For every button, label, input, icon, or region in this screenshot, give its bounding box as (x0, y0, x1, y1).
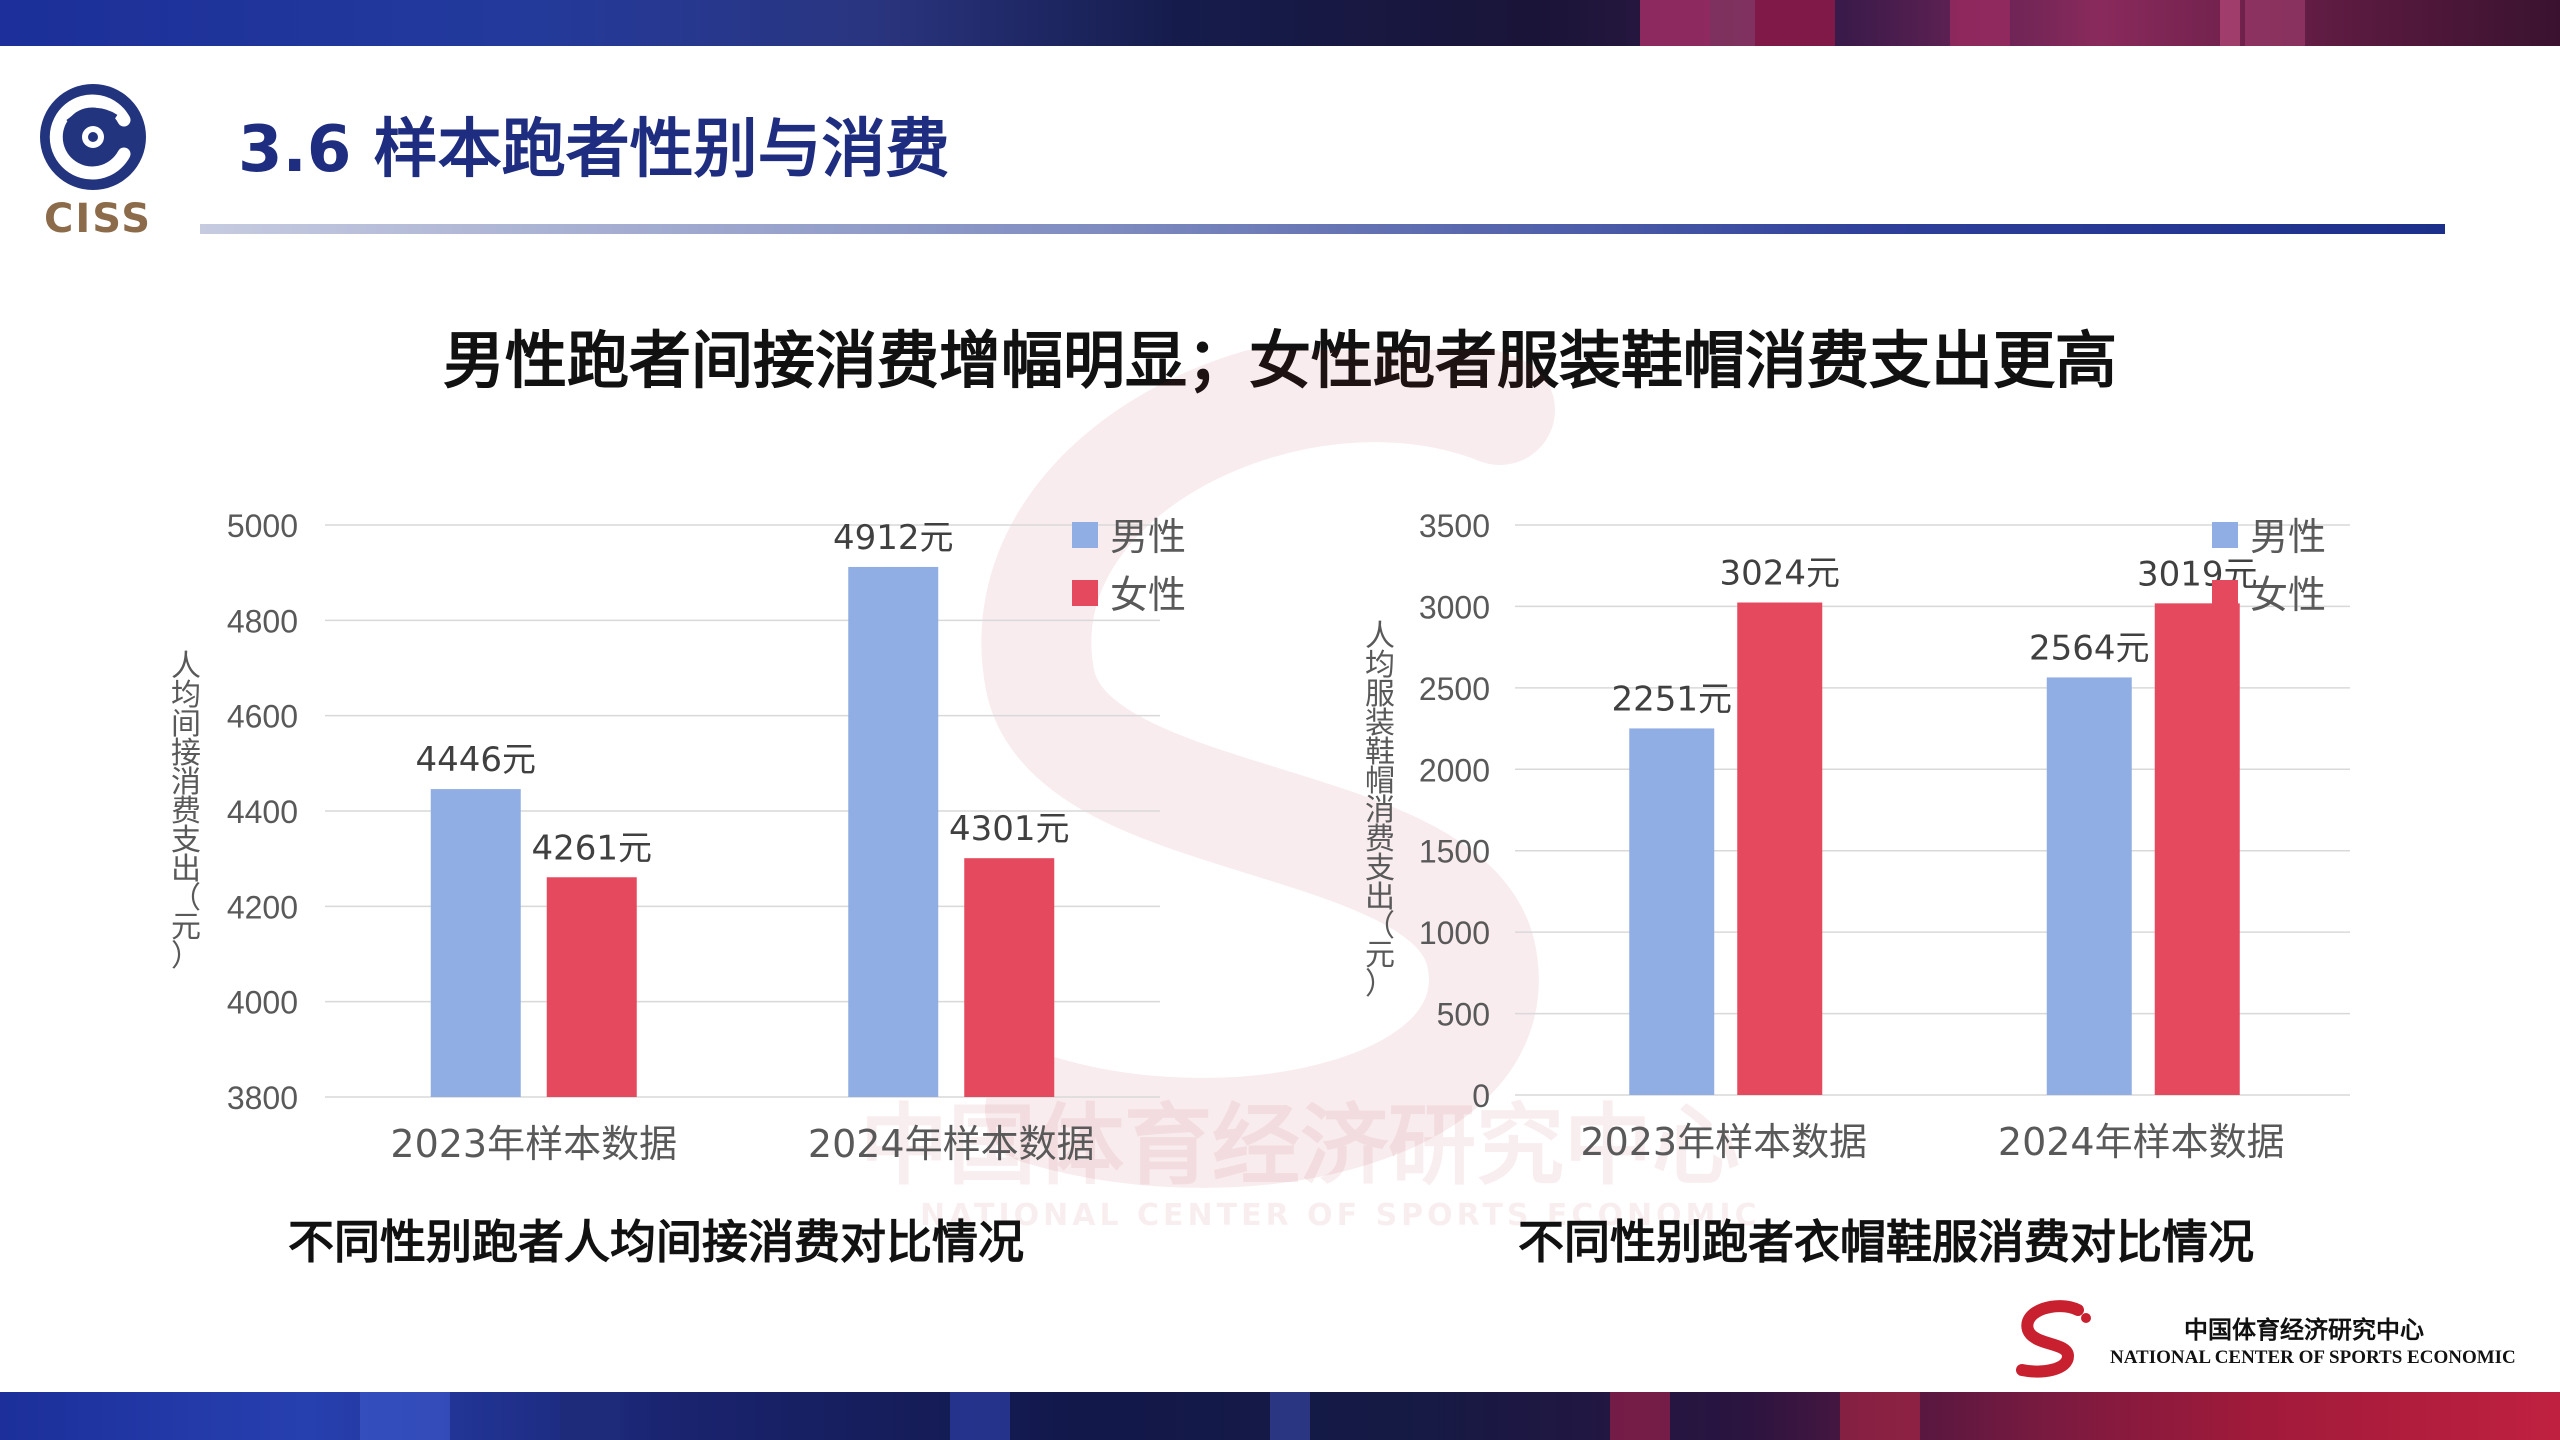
y-tick-label: 3500 (1419, 508, 1490, 544)
data-label: 4446元 (415, 740, 536, 780)
data-label: 2564元 (2029, 628, 2150, 668)
logo-text: CISS (44, 196, 153, 242)
legend-male-swatch (1072, 522, 1098, 548)
female-bar (2154, 603, 2240, 1095)
data-label: 3019元 (2137, 554, 2258, 594)
male-bar (1629, 728, 1715, 1095)
x-category-label: 2024年样本数据 (808, 1122, 1095, 1166)
data-label: 4912元 (833, 518, 954, 558)
y-tick-label: 4600 (227, 699, 298, 735)
chart-caption-left: 不同性别跑者人均间接消费对比情况 (288, 1215, 1024, 1269)
y-tick-label: 3800 (227, 1080, 298, 1116)
y-tick-label: 4400 (227, 794, 298, 830)
apparel-consumption-chart: 0 500 1000 1500 2000 2500 3000 3500 人均服装鞋帽消费支出（元… (1365, 508, 2350, 1164)
legend-label: 女性 (2250, 573, 2326, 617)
y-tick-label: 1000 (1419, 915, 1490, 951)
watermark-logo-icon (981, 350, 1555, 1188)
female-bar (546, 877, 637, 1097)
x-category-label: 2023年样本数据 (1580, 1120, 1867, 1164)
watermark-text: 中国体育经济研究中心 (860, 1094, 1741, 1197)
page-title: 3.6 样本跑者性别与消费 (238, 113, 950, 187)
indirect-consumption-chart: 3800 4000 4200 4400 4600 4800 5000 人均间接消费支出（元） 4… (171, 508, 1186, 1166)
slide-subtitle: 男性跑者间接消费增幅明显；女性跑者服装鞋帽消费支出更高 (442, 324, 2117, 397)
legend-female-swatch (1072, 580, 1098, 606)
data-label: 3024元 (1719, 554, 1840, 594)
legend-label: 男性 (1110, 515, 1186, 559)
footer-org-en: NATIONAL CENTER OF SPORTS ECONOMIC (2110, 1347, 2516, 1368)
watermark-subtext: NATIONAL CENTER OF SPORTS ECONOMIC (920, 1198, 1761, 1233)
data-label: 2251元 (1611, 679, 1732, 719)
y-tick-label: 2500 (1419, 671, 1490, 707)
y-tick-label: 4800 (227, 603, 298, 639)
y-tick-label: 4000 (227, 985, 298, 1021)
y-tick-label: 3000 (1419, 589, 1490, 625)
data-label: 4301元 (949, 809, 1070, 849)
male-bar (2046, 677, 2132, 1095)
y-tick-label: 4200 (227, 889, 298, 925)
female-bar (964, 858, 1055, 1097)
ciss-logo-icon (40, 84, 146, 190)
x-category-label: 2024年样本数据 (1998, 1120, 2285, 1164)
y-tick-label: 500 (1437, 997, 1490, 1033)
female-bar (1737, 602, 1823, 1095)
y-tick-label: 2000 (1419, 752, 1490, 788)
legend-label: 男性 (2250, 515, 2326, 559)
y-tick-label: 5000 (227, 508, 298, 544)
legend-male-swatch (2212, 522, 2238, 548)
footer-org-cn: 中国体育经济研究中心 (2184, 1315, 2424, 1344)
y-axis-label: 人均服装鞋帽消费支出（元） (1365, 619, 1395, 1002)
top-banner (0, 0, 2560, 46)
male-bar (848, 566, 939, 1097)
data-label: 4261元 (531, 828, 652, 868)
chart-caption-right: 不同性别跑者衣帽鞋服消费对比情况 (1518, 1215, 2254, 1269)
male-bar (430, 789, 521, 1097)
legend-female-swatch (2212, 580, 2238, 606)
title-divider (200, 224, 2445, 234)
y-axis-label: 人均间接消费支出（元） (171, 649, 201, 974)
legend-label: 女性 (1110, 573, 1186, 617)
y-tick-label: 1500 (1419, 834, 1490, 870)
footer-logo-icon (2016, 1300, 2091, 1378)
x-category-label: 2023年样本数据 (390, 1122, 677, 1166)
y-tick-label: 0 (1472, 1078, 1490, 1114)
bottom-banner (0, 1392, 2560, 1440)
